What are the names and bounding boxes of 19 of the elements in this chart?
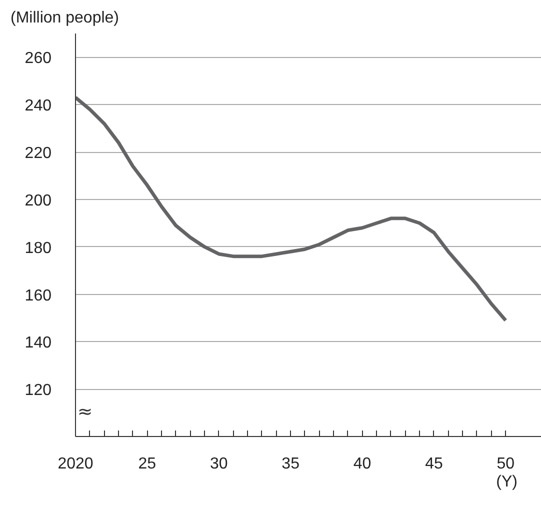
y-tick-label: 200 bbox=[24, 192, 52, 210]
y-tick-label: 260 bbox=[24, 50, 52, 68]
y-tick-label: 220 bbox=[24, 145, 52, 162]
x-tick-label: 40 bbox=[353, 456, 372, 472]
line-series bbox=[76, 96, 508, 322]
y-tick-label: 180 bbox=[24, 240, 52, 257]
x-tick-label: 45 bbox=[425, 456, 443, 472]
annotation: ≈ bbox=[78, 402, 93, 422]
x-tick-label: 25 bbox=[138, 456, 156, 472]
y-tick-label: 240 bbox=[24, 98, 52, 115]
y-tick-label: 160 bbox=[24, 287, 52, 304]
x-tick-label: 50 bbox=[496, 456, 515, 472]
y-axis-title: (Million people) bbox=[10, 10, 119, 26]
x-tick-label: 35 bbox=[282, 456, 300, 472]
y-tick-label: 120 bbox=[24, 382, 52, 400]
x-axis-title: (Y) bbox=[496, 474, 518, 490]
x-tick-label: 2020 bbox=[58, 456, 94, 472]
y-tick-label: 140 bbox=[24, 334, 52, 352]
x-tick-label: 30 bbox=[210, 456, 228, 472]
